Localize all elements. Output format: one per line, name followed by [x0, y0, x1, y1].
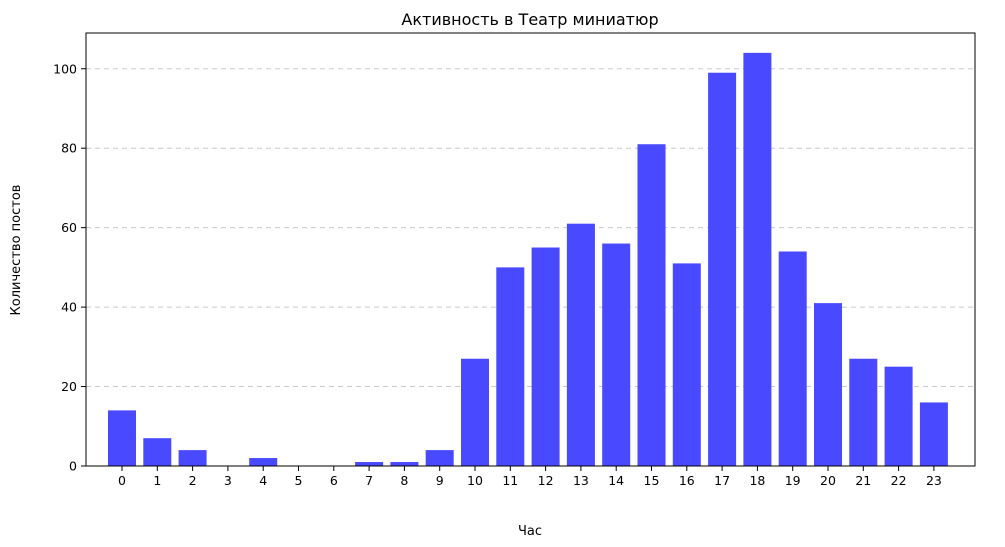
bar-hour-4 [249, 458, 278, 466]
bar-hour-9 [425, 450, 454, 466]
bar-hour-23 [919, 402, 948, 466]
y-tick-label: 80 [61, 141, 77, 156]
y-tick-label: 0 [69, 459, 77, 474]
bar-hour-22 [884, 366, 913, 466]
axes-frame [85, 32, 976, 467]
y-axis-ticks: 0 20 40 60 80 100 [53, 61, 86, 474]
bar-hour-15 [637, 144, 666, 466]
bar-hour-18 [743, 52, 772, 466]
bars [108, 52, 948, 467]
x-tick-label: 6 [330, 473, 338, 488]
x-tick-label: 11 [502, 473, 518, 488]
bar-hour-13 [566, 223, 595, 466]
x-tick-label: 9 [436, 473, 444, 488]
y-tick-label: 40 [61, 300, 77, 315]
x-tick-label: 4 [259, 473, 267, 488]
x-tick-label: 2 [189, 473, 197, 488]
x-tick-label: 7 [365, 473, 373, 488]
bar-hour-16 [672, 263, 701, 466]
x-tick-label: 18 [749, 473, 765, 488]
x-tick-label: 17 [714, 473, 730, 488]
bar-hour-12 [531, 247, 560, 466]
x-tick-label: 10 [467, 473, 483, 488]
x-axis-label: Час [518, 524, 542, 539]
x-tick-label: 15 [644, 473, 660, 488]
bar-hour-21 [849, 358, 878, 466]
bar-hour-2 [178, 450, 207, 466]
bar-hour-7 [355, 462, 384, 466]
x-tick-label: 13 [573, 473, 589, 488]
x-tick-label: 12 [538, 473, 554, 488]
x-tick-label: 20 [820, 473, 836, 488]
x-tick-label: 8 [400, 473, 408, 488]
x-tick-label: 22 [891, 473, 907, 488]
y-axis-label: Количество постов [9, 185, 24, 316]
bar-hour-19 [778, 251, 807, 466]
bar-hour-0 [108, 410, 136, 466]
x-tick-label: 23 [926, 473, 942, 488]
bar-hour-11 [496, 267, 525, 466]
bar-hour-8 [390, 462, 419, 466]
bar-hour-20 [814, 303, 842, 466]
y-tick-label: 60 [61, 220, 77, 235]
bar-hour-10 [461, 358, 489, 466]
y-tick-label: 100 [53, 61, 77, 76]
x-tick-label: 14 [608, 473, 624, 488]
x-tick-label: 0 [118, 473, 126, 488]
x-tick-label: 1 [153, 473, 161, 488]
x-axis-ticks: 0 1 2 3 4 5 6 7 8 9 10 11 12 13 14 15 16 17 18 19 20 21 22 23 [118, 466, 942, 488]
x-tick-label: 16 [679, 473, 695, 488]
y-tick-label: 20 [61, 379, 77, 394]
x-tick-label: 5 [295, 473, 303, 488]
bar-hour-1 [143, 438, 172, 466]
x-tick-label: 21 [855, 473, 871, 488]
chart-title: Активность в Театр миниатюр [401, 10, 658, 29]
x-tick-label: 3 [224, 473, 232, 488]
bar-hour-17 [708, 72, 737, 467]
bar-hour-14 [602, 243, 631, 466]
x-tick-label: 19 [785, 473, 801, 488]
